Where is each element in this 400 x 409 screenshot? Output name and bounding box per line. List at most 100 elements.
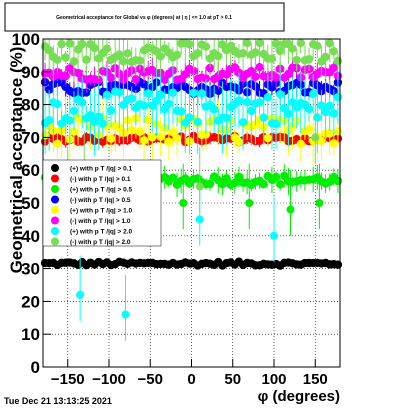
y-tick-label: 70 [21,128,40,147]
data-point [172,50,182,60]
data-point [304,54,314,64]
data-point [123,49,132,58]
data-point [275,180,285,189]
data-point [205,63,215,73]
data-point [94,75,103,85]
x-tick-label: 150 [303,371,328,388]
data-point [201,42,211,51]
data-point [61,53,70,62]
data-point [304,125,314,134]
legend-marker [51,206,59,214]
data-point [271,73,281,82]
data-point [179,199,188,207]
data-point [201,130,211,139]
data-point [168,88,178,97]
legend-marker [51,227,59,235]
data-point [69,106,79,115]
data-point [329,109,339,118]
data-point [197,89,207,98]
data-point [234,96,244,105]
data-point [53,139,62,148]
data-point [86,111,95,120]
data-point [288,44,297,53]
data-point [238,118,248,127]
y-tick-label: 20 [21,292,40,311]
x-tick-label: −50 [138,371,163,388]
data-point [242,97,252,107]
data-point [185,40,194,49]
data-point [222,113,231,123]
legend-label: (+) with p T /|q| > 0.1 [70,166,133,173]
data-point [156,90,165,100]
data-point [127,94,136,103]
data-point [255,38,264,48]
data-point [106,73,116,82]
data-point [304,104,314,114]
x-tick-label: 100 [261,371,286,388]
data-point [90,43,99,53]
data-point [234,172,244,182]
title-box [4,2,285,32]
data-point [325,39,334,48]
data-point [65,116,75,125]
data-point [143,89,153,98]
data-point [275,46,285,56]
legend-label: (+) with p T /|q| > 0.5 [70,187,133,194]
data-point [139,136,149,145]
data-point [321,52,330,62]
data-point [296,139,306,149]
data-point [329,47,339,56]
y-tick-label: 10 [21,325,40,344]
data-point [148,133,157,142]
data-point [57,39,66,49]
data-point [270,231,278,240]
data-point [245,199,254,207]
y-tick-label: 30 [21,260,40,279]
data-point [271,39,281,48]
data-point [82,55,91,64]
data-point [53,55,62,65]
legend-label: (-) with p T /|q| > 1.0 [70,218,131,225]
data-point [315,199,324,207]
x-tick-label: 0 [187,371,195,388]
data-point [69,57,79,66]
data-point [82,88,91,97]
data-point [205,179,215,189]
legend-label: (+) with p T /|q| > 2.0 [70,229,133,236]
data-point [247,106,256,116]
legend-label: (-) with p T /|q| > 2.0 [70,239,131,246]
data-point [234,137,244,147]
y-tick-label: 80 [21,96,40,115]
data-point [251,72,260,81]
legend-marker [51,185,59,193]
legend: (+) with p T /|q| > 0.1 (-) with p T /|q|… [42,159,162,247]
data-point [255,62,264,72]
data-point [296,38,306,48]
data-point [284,69,293,79]
data-point [115,88,124,97]
data-point [94,112,103,121]
axes: 0 10 20 30 40 50 60 70 80 90 100 −150 −100 −50 0 50 100 1… [12,30,328,388]
data-point [271,119,281,129]
data-point [263,133,273,143]
y-tick-label: 60 [21,161,40,180]
data-point [135,127,145,137]
data-point [333,176,343,186]
legend-label: (+) with p T /|q| > 1.0 [70,208,133,215]
data-point [284,109,293,118]
data-point [53,99,62,109]
data-point [325,101,334,111]
data-point [242,38,252,48]
data-point [230,178,240,188]
data-point [259,180,268,189]
data-point [271,172,281,182]
data-point [102,44,112,54]
data-point [164,99,174,109]
data-point [77,39,87,49]
data-point [160,75,169,85]
data-point [185,113,194,122]
data-point [313,113,322,122]
data-point [193,49,202,58]
data-point [214,86,223,95]
data-point [168,128,178,137]
